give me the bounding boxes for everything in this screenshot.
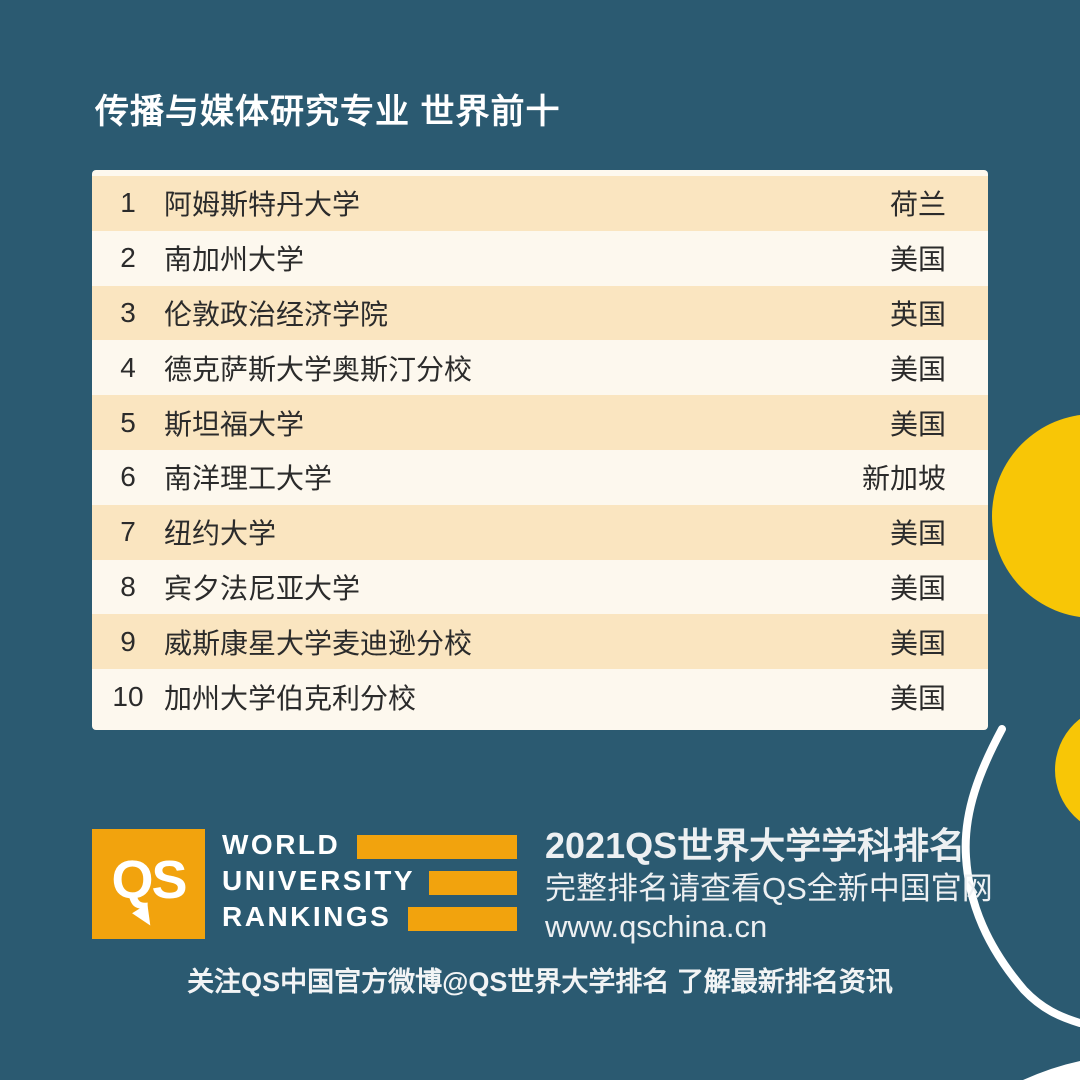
- orange-bar-decoration-2: [429, 871, 517, 895]
- table-row: 6 南洋理工大学 新加坡: [92, 450, 988, 505]
- university-cell: 威斯康星大学麦迪逊分校: [164, 627, 473, 659]
- rank-cell: 9: [120, 625, 136, 657]
- university-cell: 德克萨斯大学奥斯汀分校: [164, 353, 473, 385]
- table-row: 1 阿姆斯特丹大学 荷兰: [92, 176, 988, 231]
- rank-cell: 3: [120, 296, 136, 328]
- footer-text-block: 2021QS世界大学学科排名 完整排名请查看QS全新中国官网 www.qschi…: [545, 822, 993, 946]
- rank-cell: 7: [120, 516, 136, 548]
- table-row: 4 德克萨斯大学奥斯汀分校 美国: [92, 340, 988, 395]
- university-cell: 斯坦福大学: [164, 408, 305, 440]
- country-cell: 美国: [889, 682, 946, 714]
- wordmark-line-university: UNIVERSITY: [222, 865, 416, 896]
- rank-cell: 10: [112, 680, 144, 712]
- country-cell: 美国: [889, 518, 946, 550]
- table-row: 2 南加州大学 美国: [92, 231, 988, 286]
- yellow-circle-large-decoration: [992, 414, 1080, 618]
- country-cell: 美国: [889, 353, 946, 385]
- country-cell: 美国: [889, 244, 946, 276]
- page-title: 传播与媒体研究专业 世界前十: [95, 93, 561, 131]
- university-cell: 纽约大学: [164, 518, 277, 550]
- orange-bar-decoration-3: [408, 907, 517, 931]
- university-cell: 南洋理工大学: [164, 463, 333, 495]
- university-cell: 加州大学伯克利分校: [164, 682, 417, 714]
- ranking-table: 1 阿姆斯特丹大学 荷兰 2 南加州大学 美国 3 伦敦政治经济学院 英国 4 …: [92, 170, 988, 730]
- country-cell: 美国: [889, 408, 946, 440]
- country-cell: 英国: [889, 298, 946, 330]
- table-row: 5 斯坦福大学 美国: [92, 395, 988, 450]
- table-row: 10 加州大学伯克利分校 美国: [92, 669, 988, 724]
- table-row: 3 伦敦政治经济学院 英国: [92, 285, 988, 341]
- rank-cell: 4: [120, 351, 136, 383]
- rank-cell: 5: [120, 406, 136, 438]
- rank-cell: 1: [120, 187, 136, 219]
- qs-logo: QS: [92, 829, 205, 939]
- ranking-note: 完整排名请查看QS全新中国官网: [545, 871, 993, 906]
- rank-cell: 2: [120, 242, 136, 274]
- country-cell: 荷兰: [889, 189, 946, 221]
- ranking-title: 2021QS世界大学学科排名: [545, 825, 966, 866]
- country-cell: 新加坡: [861, 463, 946, 495]
- qs-logo-text: QS: [111, 850, 187, 910]
- website-url: www.qschina.cn: [545, 909, 768, 944]
- table-row: 8 宾夕法尼亚大学 美国: [92, 560, 988, 615]
- orange-bar-decoration-1: [357, 835, 517, 859]
- table-row: 9 威斯康星大学麦迪逊分校 美国: [92, 614, 988, 670]
- university-cell: 宾夕法尼亚大学: [164, 572, 361, 604]
- country-cell: 美国: [889, 572, 946, 604]
- university-cell: 伦敦政治经济学院: [164, 298, 389, 330]
- white-corner-wedge: [1023, 1061, 1080, 1080]
- weibo-note: 关注QS中国官方微博@QS世界大学排名 了解最新排名资讯: [187, 967, 893, 997]
- qs-wordmark: WORLD UNIVERSITY RANKINGS: [222, 827, 415, 935]
- university-cell: 南加州大学: [164, 244, 305, 276]
- wordmark-line-world: WORLD: [222, 829, 341, 860]
- country-cell: 美国: [889, 627, 946, 659]
- wordmark-line-rankings: RANKINGS: [222, 901, 392, 932]
- university-cell: 阿姆斯特丹大学: [164, 189, 361, 221]
- table-row: 7 纽约大学 美国: [92, 504, 988, 560]
- rank-cell: 8: [120, 570, 136, 602]
- yellow-circle-small-decoration: [1055, 705, 1080, 835]
- rank-cell: 6: [120, 461, 136, 493]
